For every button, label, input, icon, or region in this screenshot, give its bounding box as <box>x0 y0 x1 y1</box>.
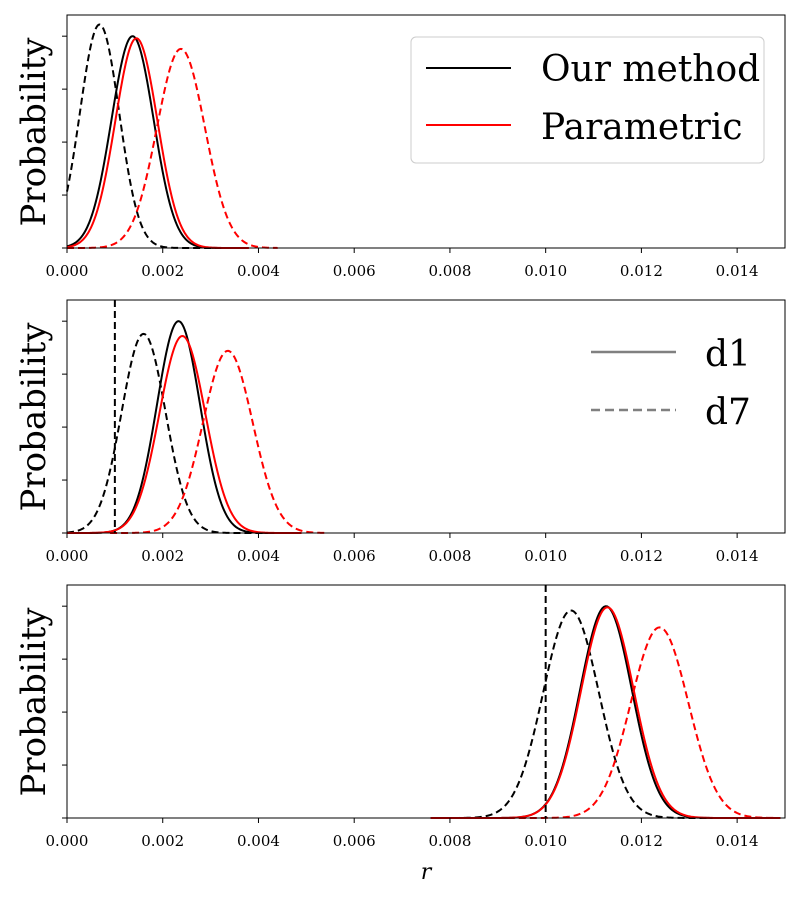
x-tick-label: 0.012 <box>620 262 663 280</box>
y-axis-label-top: Probability <box>14 37 54 227</box>
curves-top <box>66 23 278 249</box>
x-tick-label: 0.012 <box>620 547 663 565</box>
x-tick-label: 0.006 <box>333 832 376 850</box>
x-tick-label: 0.006 <box>333 262 376 280</box>
x-tick-label: 0.010 <box>524 832 567 850</box>
x-tick-label: 0.008 <box>428 832 471 850</box>
x-tick-label: 0.014 <box>716 262 759 280</box>
x-tick-label: 0.004 <box>237 832 280 850</box>
curve-parametric-d1 <box>67 335 302 534</box>
legend-label-parametric: Parametric <box>541 107 743 148</box>
curve-our-method-d7 <box>66 23 221 249</box>
x-tick-label: 0.010 <box>524 262 567 280</box>
x-tick-label: 0.002 <box>141 547 184 565</box>
x-tick-label: 0.000 <box>46 547 89 565</box>
curve-our-method-d7 <box>66 332 269 534</box>
y-ticks-middle <box>62 320 67 534</box>
axes-frame-middle <box>66 299 786 534</box>
y-ticks-top <box>62 35 67 249</box>
panel-top: Probability 0.000 0.002 0.004 0.006 0.008 0.0… <box>14 14 786 280</box>
legend-methods: Our method Parametric <box>410 36 765 164</box>
x-tick-label: 0.008 <box>428 262 471 280</box>
x-tick-label: 0.000 <box>46 832 89 850</box>
legend-label-d7: d7 <box>705 392 751 433</box>
x-tick-label: 0.012 <box>620 832 663 850</box>
x-tick-label: 0.010 <box>524 547 567 565</box>
x-ticks-bottom: 0.000 0.002 0.004 0.006 0.008 0.010 0.012 0.014 <box>46 818 759 850</box>
legend-datasets: d1 d7 <box>591 334 751 433</box>
panel-bottom: Probability 0.000 0.002 0.004 0.006 0.008 0.0… <box>14 584 786 885</box>
y-axis-label-middle: Probability <box>14 322 54 512</box>
curve-parametric-d7 <box>110 349 326 534</box>
curve-parametric-d7 <box>430 626 781 819</box>
legend-label-our-method: Our method <box>541 49 760 90</box>
y-ticks-bottom <box>62 605 67 819</box>
axes-frame-top <box>66 14 786 249</box>
curves-middle <box>66 300 326 534</box>
curve-our-method-d1 <box>66 35 225 249</box>
x-tick-label: 0.006 <box>333 547 376 565</box>
curves-bottom <box>430 585 781 819</box>
x-tick-label: 0.000 <box>46 262 89 280</box>
panel-middle: Probability 0.000 0.002 0.004 0.006 0.008 0.0… <box>14 299 786 565</box>
axes-frame-bottom <box>66 584 786 819</box>
x-tick-label: 0.002 <box>141 262 184 280</box>
x-tick-label: 0.002 <box>141 832 184 850</box>
x-tick-label: 0.004 <box>237 262 280 280</box>
x-axis-label: r <box>421 860 433 885</box>
y-axis-label-bottom: Probability <box>14 607 54 797</box>
legend-label-d1: d1 <box>705 334 751 375</box>
x-tick-label: 0.004 <box>237 547 280 565</box>
curve-parametric-d7 <box>67 47 278 249</box>
x-tick-label: 0.008 <box>428 547 471 565</box>
x-tick-label: 0.014 <box>716 832 759 850</box>
x-ticks-middle: 0.000 0.002 0.004 0.006 0.008 0.010 0.012 0.014 <box>46 533 759 565</box>
x-tick-label: 0.014 <box>716 547 759 565</box>
x-ticks-top: 0.000 0.002 0.004 0.006 0.008 0.010 0.012 0.014 <box>46 248 759 280</box>
